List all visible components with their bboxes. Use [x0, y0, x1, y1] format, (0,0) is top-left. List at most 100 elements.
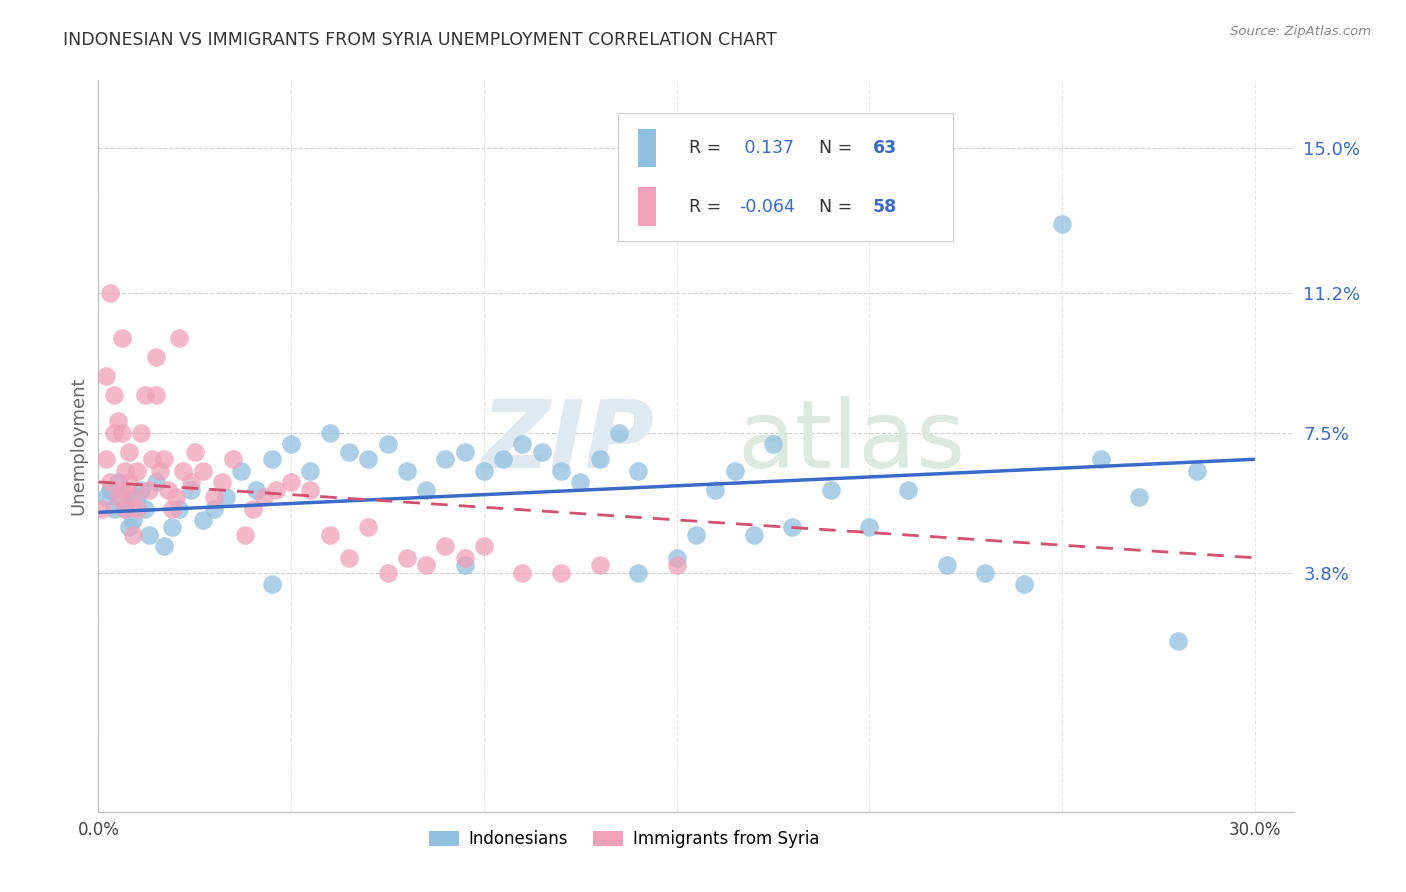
- Point: [588, 558, 610, 573]
- Point: [319, 528, 342, 542]
- Point: [110, 490, 132, 504]
- Point: [395, 464, 418, 478]
- Point: [107, 475, 129, 489]
- Text: Source: ZipAtlas.com: Source: ZipAtlas.com: [1230, 25, 1371, 38]
- Point: [134, 388, 156, 402]
- Point: [512, 437, 534, 451]
- Point: [118, 444, 141, 458]
- Point: [91, 501, 114, 516]
- Point: [169, 501, 191, 516]
- Point: [110, 483, 132, 497]
- Point: [98, 285, 121, 300]
- Point: [704, 483, 727, 497]
- Point: [820, 483, 842, 497]
- Point: [103, 388, 125, 402]
- Point: [299, 483, 322, 497]
- Point: [357, 520, 380, 534]
- Point: [550, 566, 572, 580]
- Point: [233, 528, 256, 542]
- Point: [110, 425, 132, 440]
- Point: [214, 490, 236, 504]
- Point: [253, 490, 276, 504]
- Point: [264, 483, 287, 497]
- Point: [145, 388, 167, 402]
- Point: [107, 490, 129, 504]
- Point: [434, 540, 457, 554]
- Point: [125, 490, 148, 504]
- Point: [229, 464, 252, 478]
- Point: [858, 520, 880, 534]
- Point: [782, 520, 804, 534]
- Point: [472, 464, 495, 478]
- Point: [1090, 452, 1112, 467]
- Point: [607, 425, 630, 440]
- Point: [138, 528, 160, 542]
- Point: [156, 483, 179, 497]
- Point: [665, 550, 688, 565]
- Point: [665, 558, 688, 573]
- Point: [114, 464, 136, 478]
- Point: [122, 528, 145, 542]
- Point: [129, 483, 152, 497]
- Point: [114, 501, 136, 516]
- Point: [897, 483, 920, 497]
- Point: [160, 501, 183, 516]
- Point: [245, 483, 267, 497]
- Point: [191, 513, 214, 527]
- Point: [110, 331, 132, 345]
- Point: [242, 501, 264, 516]
- Point: [530, 444, 553, 458]
- Point: [107, 414, 129, 428]
- Point: [172, 464, 194, 478]
- Point: [134, 501, 156, 516]
- Point: [145, 475, 167, 489]
- Point: [512, 566, 534, 580]
- Point: [260, 452, 283, 467]
- Point: [762, 437, 785, 451]
- Point: [180, 475, 202, 489]
- Point: [627, 566, 650, 580]
- Point: [191, 464, 214, 478]
- Point: [299, 464, 322, 478]
- Point: [260, 577, 283, 591]
- Point: [337, 444, 360, 458]
- Point: [94, 490, 117, 504]
- Point: [122, 513, 145, 527]
- Point: [974, 566, 997, 580]
- Point: [118, 475, 141, 489]
- Point: [357, 452, 380, 467]
- Point: [125, 464, 148, 478]
- Point: [94, 452, 117, 467]
- Point: [453, 550, 475, 565]
- Point: [1050, 217, 1073, 231]
- Point: [153, 540, 176, 554]
- Point: [145, 350, 167, 364]
- Point: [453, 558, 475, 573]
- Point: [202, 501, 225, 516]
- Point: [141, 452, 163, 467]
- Point: [184, 444, 207, 458]
- Point: [280, 437, 302, 451]
- Point: [337, 550, 360, 565]
- Point: [114, 501, 136, 516]
- Point: [1167, 634, 1189, 648]
- Point: [138, 483, 160, 497]
- Point: [280, 475, 302, 489]
- Point: [129, 425, 152, 440]
- Point: [723, 464, 745, 478]
- Y-axis label: Unemployment: Unemployment: [69, 376, 87, 516]
- Point: [434, 452, 457, 467]
- Point: [415, 558, 437, 573]
- Point: [160, 520, 183, 534]
- Point: [211, 475, 233, 489]
- Point: [98, 475, 121, 489]
- Point: [153, 452, 176, 467]
- Point: [685, 528, 707, 542]
- Point: [550, 464, 572, 478]
- Point: [742, 528, 765, 542]
- Point: [118, 520, 141, 534]
- Point: [935, 558, 957, 573]
- Point: [569, 475, 592, 489]
- Point: [588, 452, 610, 467]
- Point: [94, 368, 117, 383]
